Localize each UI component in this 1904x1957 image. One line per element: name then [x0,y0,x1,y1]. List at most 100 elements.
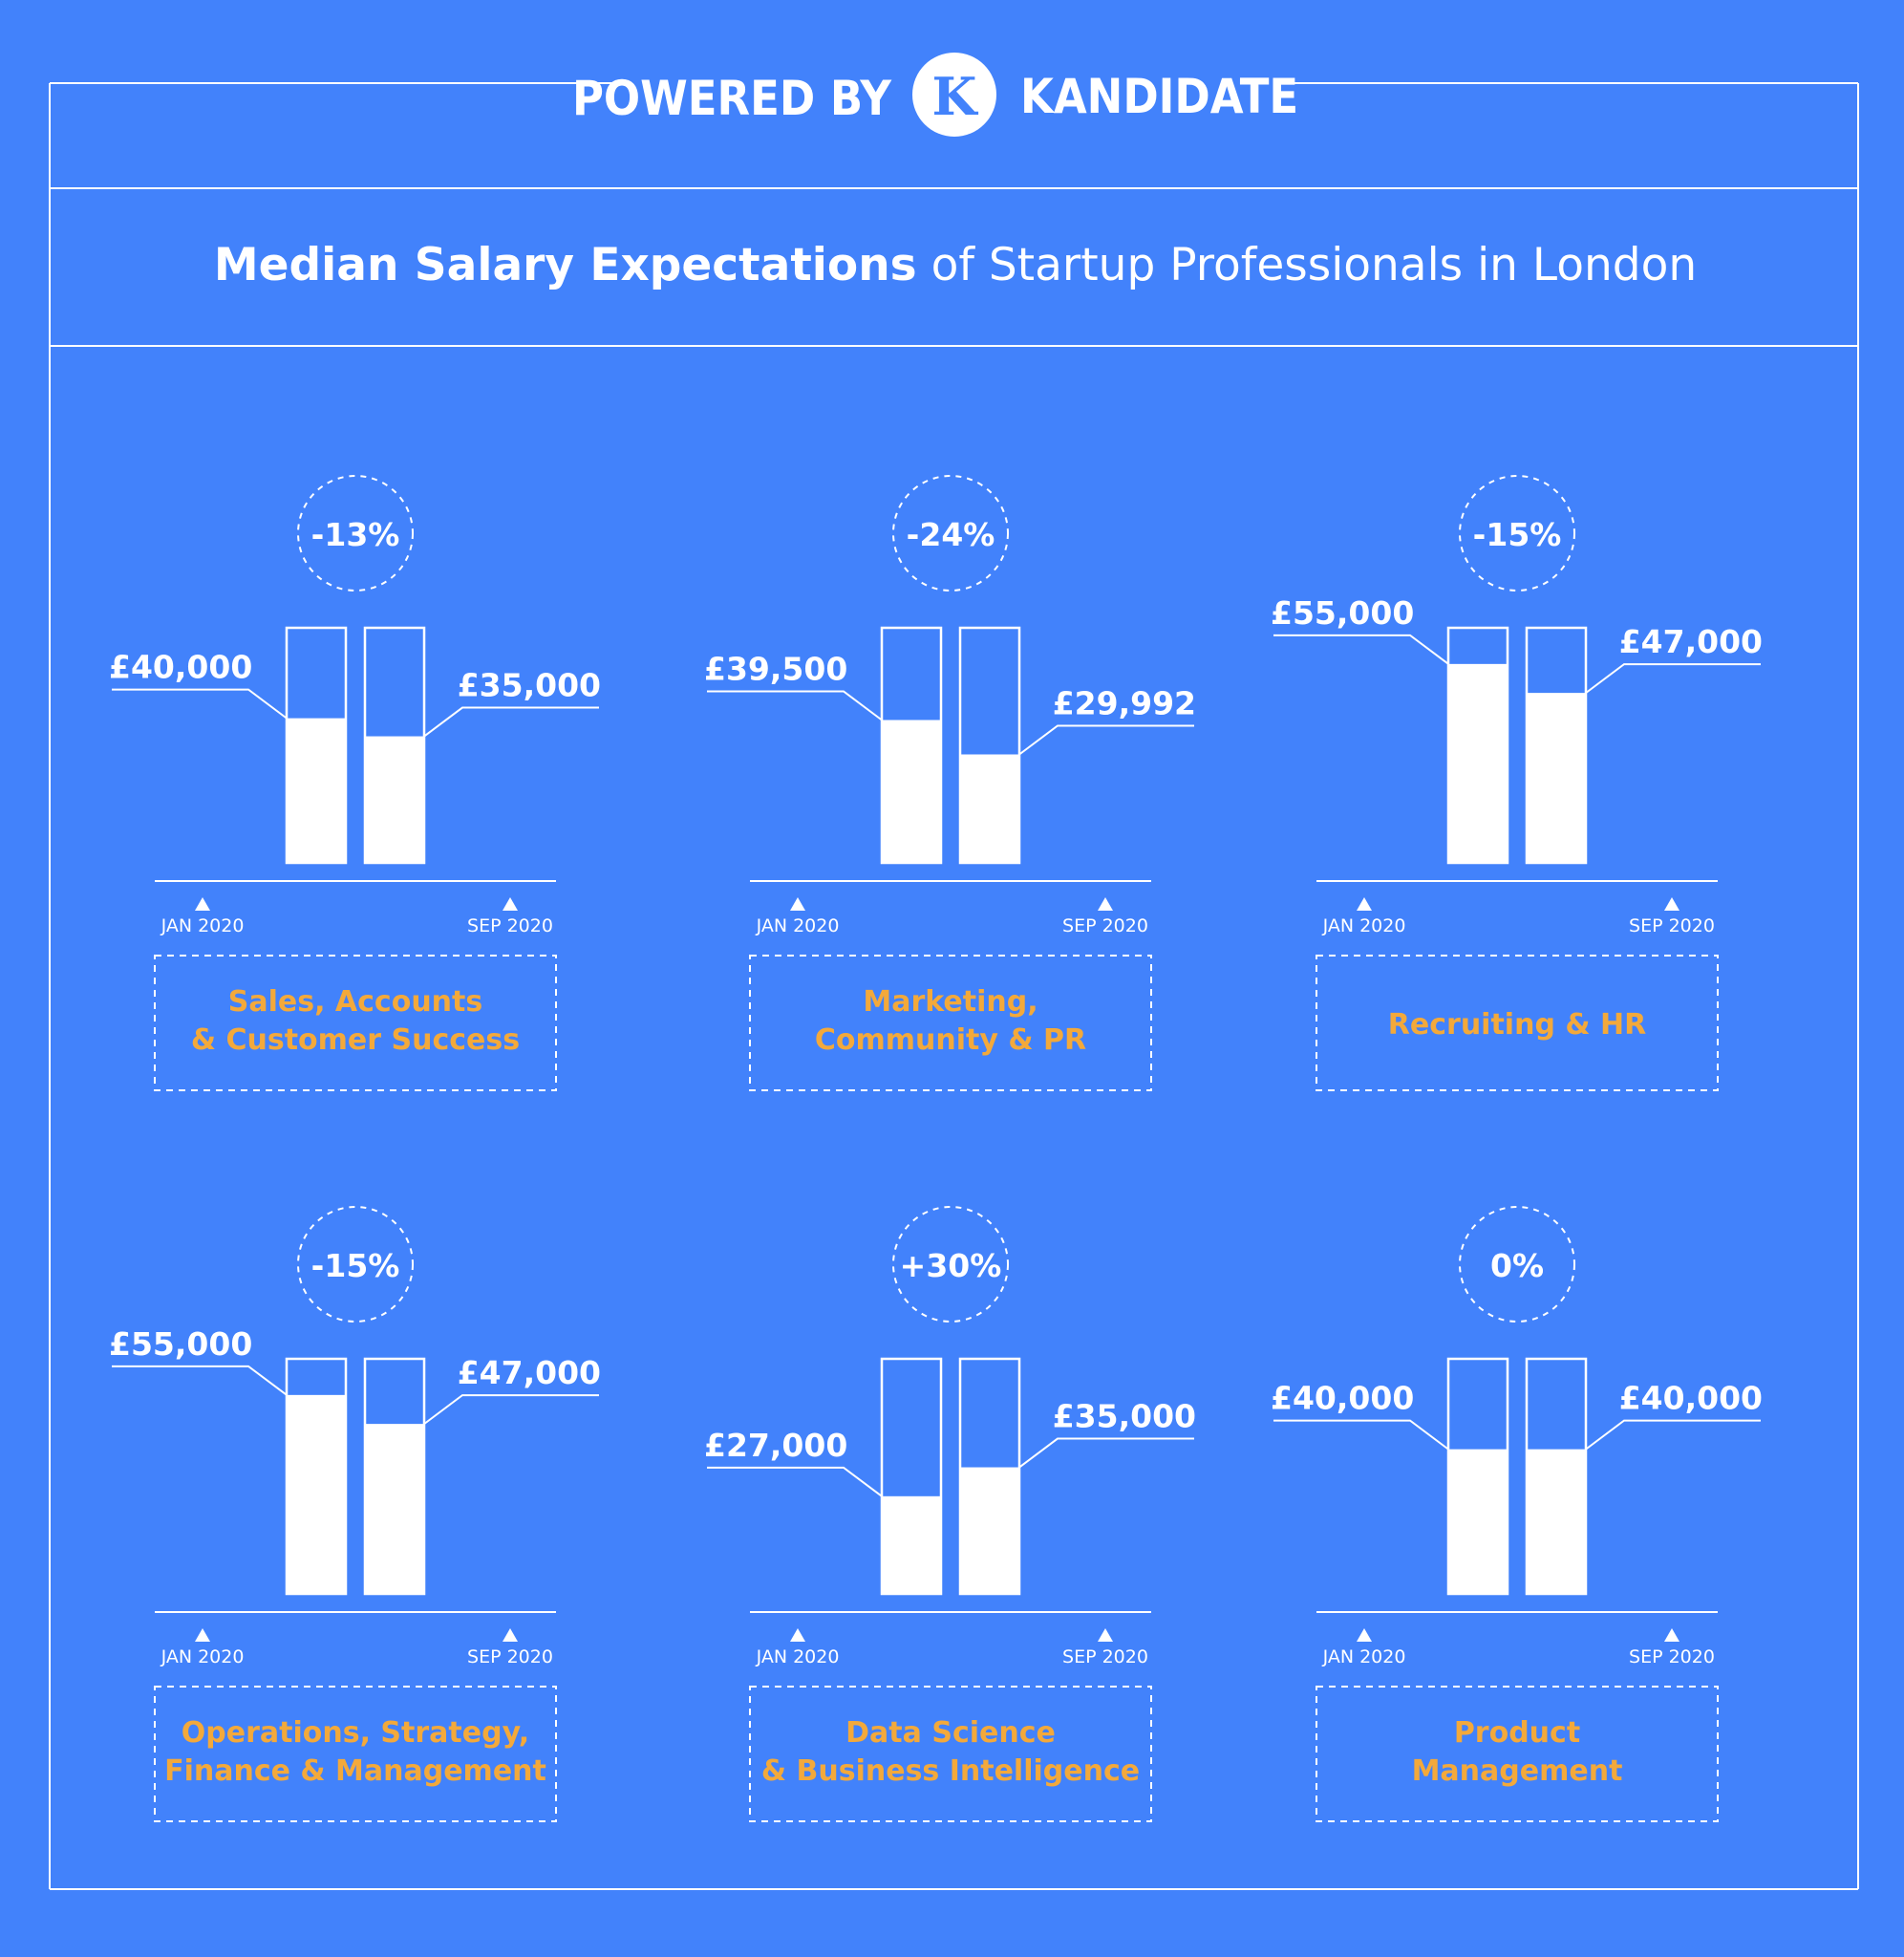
title-bold: Median Salary Expectations [214,239,917,291]
value-label-jan: £39,500 [704,651,847,688]
salary-panel-2: -24% £39,500 £29,992 JAN 2020 SEP 2020 Market… [704,475,1196,1091]
change-badge-circle [892,475,1009,591]
frame [49,82,1859,1890]
bar-jan [1448,1449,1508,1594]
value-label-jan: £55,000 [109,1325,252,1363]
tick-marker [1098,897,1113,911]
bar-sep [1527,693,1586,863]
tick-marker [1098,1628,1113,1642]
tick-marker [503,897,518,911]
category-label: Product [1454,1716,1580,1750]
leader-line-jan [1273,1419,1449,1451]
bar-jan [1448,663,1508,863]
bar-sep [365,1424,424,1594]
tick-marker [1357,897,1372,911]
leader-line-jan [112,1365,288,1396]
tick-marker [790,897,805,911]
category-label: Marketing, [863,985,1038,1019]
category-label: Community & PR [815,1023,1086,1057]
tick-marker [1357,1628,1372,1642]
period-label-jan: JAN 2020 [160,1646,245,1667]
period-label-jan: JAN 2020 [1322,1646,1406,1667]
bar-sep [1527,1449,1586,1594]
period-label-sep: SEP 2020 [1629,1646,1715,1667]
tick-marker [1664,897,1679,911]
change-badge-circle [1459,1206,1575,1323]
change-badge-text: +30% [900,1247,1002,1284]
category-label: Management [1412,1754,1623,1788]
value-label-sep: £47,000 [1619,623,1763,660]
value-label-jan: £55,000 [1271,594,1414,632]
category-box [1316,955,1719,1091]
category-label: Finance & Management [164,1754,546,1788]
category-label: Recruiting & HR [1388,1008,1646,1042]
tick-marker [1664,1628,1679,1642]
category-box [154,955,557,1091]
leader-line-sep [423,706,599,738]
tick-marker [790,1628,805,1642]
change-badge-circle [297,1206,414,1323]
period-label-sep: SEP 2020 [467,915,553,936]
salary-panel-4: -15% £55,000 £47,000 JAN 2020 SEP 2020 Operat… [109,1206,601,1822]
period-label-sep: SEP 2020 [1062,915,1148,936]
category-box [749,1686,1152,1822]
change-badge-circle [1459,475,1575,591]
brand-name: KANDIDATE [1020,69,1298,124]
tick-marker [195,1628,210,1642]
period-label-jan: JAN 2020 [160,915,245,936]
salary-panel-1: -13% £40,000 £35,000 JAN 2020 SEP 2020 Sales,… [109,475,601,1091]
change-badge-text: -24% [907,516,995,553]
title-regular: of Startup Professionals in London [931,239,1698,291]
salary-panel-6: 0% £40,000 £40,000 JAN 2020 SEP 2020 Product M… [1271,1206,1763,1822]
logo-letter: K [932,66,979,127]
leader-line-sep [1018,724,1194,756]
change-badge-text: -15% [311,1247,400,1284]
bar-sep [365,736,424,863]
header: POWERED BY K KANDIDATE [572,53,1298,137]
tick-marker [195,897,210,911]
value-label-sep: £40,000 [1619,1380,1763,1417]
category-label: & Business Intelligence [761,1754,1140,1788]
change-badge-circle [892,1206,1009,1323]
change-badge-circle [297,475,414,591]
bar-jan [287,1394,346,1594]
period-label-sep: SEP 2020 [1629,915,1715,936]
period-label-jan: JAN 2020 [756,1646,840,1667]
page-title: Median Salary Expectations of Startup Pr… [214,239,1697,291]
kandidate-logo: K [912,53,996,137]
bar-jan [882,1495,941,1594]
value-label-sep: £35,000 [458,667,601,704]
salary-panel-3: -15% £55,000 £47,000 JAN 2020 SEP 2020 Recrui… [1271,475,1763,1091]
category-label: Data Science [845,1716,1056,1750]
leader-line-jan [1273,634,1449,665]
period-label-sep: SEP 2020 [467,1646,553,1667]
change-badge-text: -13% [311,516,400,553]
leader-line-jan [707,1466,883,1497]
leader-line-sep [1018,1437,1194,1469]
period-label-sep: SEP 2020 [1062,1646,1148,1667]
salary-panels: -13% £40,000 £35,000 JAN 2020 SEP 2020 Sales,… [109,475,1763,1822]
category-label: & Customer Success [191,1023,520,1057]
category-box [1316,1686,1719,1822]
value-label-jan: £40,000 [1271,1380,1414,1417]
category-label: Operations, Strategy, [182,1716,529,1750]
powered-by-text: POWERED BY [572,71,892,126]
change-badge-text: 0% [1490,1247,1544,1284]
value-label-jan: £27,000 [704,1427,847,1464]
category-box [749,955,1152,1091]
leader-line-jan [707,690,883,721]
value-label-sep: £29,992 [1053,684,1196,721]
value-label-sep: £47,000 [458,1354,601,1391]
value-label-sep: £35,000 [1053,1398,1196,1435]
bar-sep [960,1467,1019,1594]
bar-jan [882,720,941,863]
salary-panel-5: +30% £27,000 £35,000 JAN 2020 SEP 2020 Data S… [704,1206,1196,1822]
leader-line-sep [1585,663,1761,694]
category-box [154,1686,557,1822]
bar-sep [960,754,1019,863]
leader-line-jan [112,688,288,720]
leader-line-sep [1585,1419,1761,1451]
change-badge-text: -15% [1473,516,1562,553]
value-label-jan: £40,000 [109,649,252,686]
